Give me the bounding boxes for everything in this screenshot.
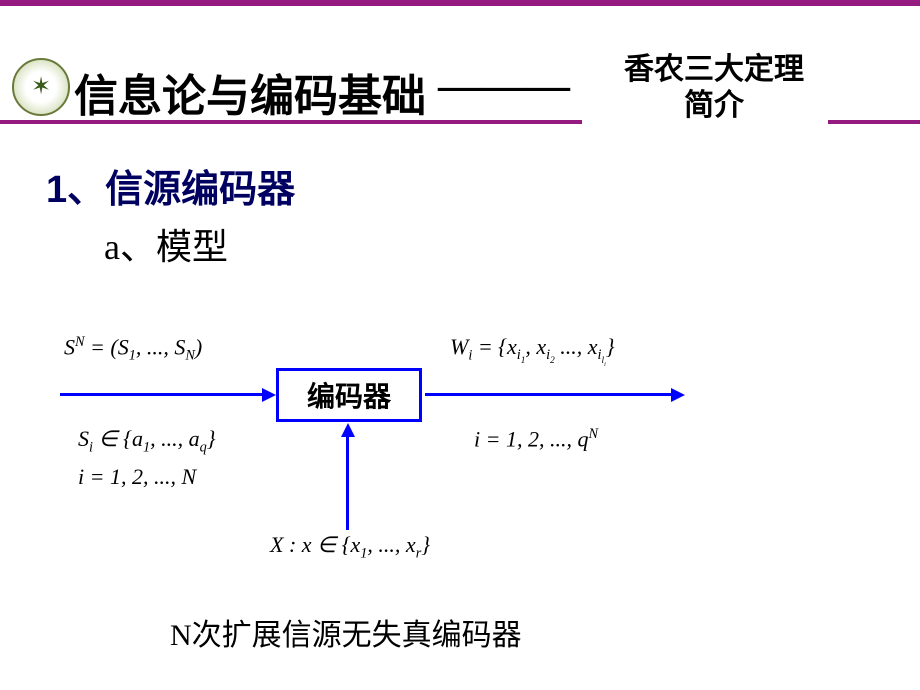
- formula-x-set: X : x ∈ {x1, ..., xr}: [270, 532, 430, 562]
- title-dash: ———: [438, 60, 570, 111]
- encoder-label: 编码器: [307, 375, 391, 415]
- star-icon: ✶: [26, 72, 56, 102]
- section-heading-a: a、模型: [104, 218, 228, 270]
- top-border: [0, 0, 920, 6]
- diagram-caption: N次扩展信源无失真编码器: [170, 610, 522, 654]
- encoder-box: 编码器: [276, 368, 422, 422]
- formula-input-sn: SN = (S1, ..., SN): [64, 334, 202, 365]
- input-arrowhead: [262, 388, 276, 402]
- title-bar: ✶ 信息论与编码基础 ——— 香农三大定理 简介: [0, 50, 920, 130]
- bottom-arrowhead: [341, 423, 355, 437]
- title-underline-left: [0, 120, 582, 124]
- sub-title: 香农三大定理 简介: [594, 52, 834, 124]
- formula-i-range-q: i = 1, 2, ..., qN: [474, 426, 598, 452]
- formula-i-range-n: i = 1, 2, ..., N: [78, 464, 196, 490]
- formula-si-set: Si ∈ {a1, ..., aq}: [78, 426, 216, 456]
- bottom-arrow-line: [346, 436, 349, 530]
- encoder-diagram: 编码器 SN = (S1, ..., SN) Si ∈ {a1, ..., aq…: [58, 310, 718, 570]
- sub-title-line1: 香农三大定理: [624, 53, 804, 86]
- main-title: 信息论与编码基础: [74, 60, 426, 124]
- input-arrow-line: [60, 393, 264, 396]
- title-underline-right: [828, 120, 920, 124]
- output-arrowhead: [671, 388, 685, 402]
- university-logo: ✶: [12, 58, 70, 116]
- formula-output-wi: Wi = {xi1, xi2 ..., xili}: [450, 334, 615, 368]
- output-arrow-line: [425, 393, 673, 396]
- section-heading-1: 1、信源编码器: [46, 158, 295, 213]
- sub-title-line2: 简介: [684, 89, 744, 122]
